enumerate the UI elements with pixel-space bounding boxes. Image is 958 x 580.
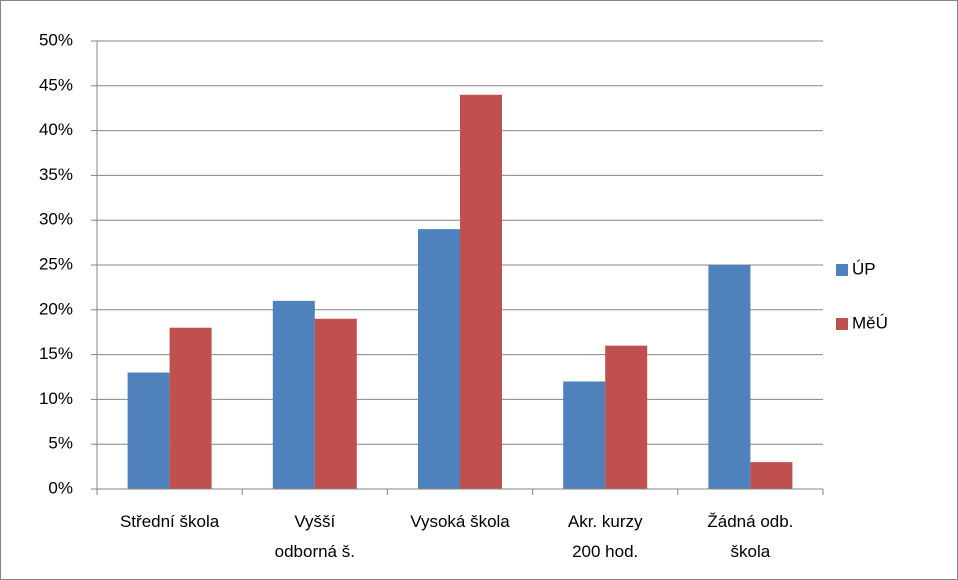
bar xyxy=(750,462,793,489)
legend-swatch xyxy=(836,264,848,276)
bar xyxy=(708,265,751,489)
bar xyxy=(272,300,315,489)
x-tick-label: Střední škola xyxy=(120,512,220,531)
y-tick-label: 25% xyxy=(39,254,73,273)
y-tick-label: 15% xyxy=(39,344,73,363)
bar xyxy=(169,327,212,489)
y-tick-label: 20% xyxy=(39,299,73,318)
y-tick-label: 40% xyxy=(39,120,73,139)
bar xyxy=(563,381,606,489)
y-tick-label: 10% xyxy=(39,389,73,408)
bar xyxy=(460,94,502,489)
y-tick-label: 0% xyxy=(48,478,73,497)
bar xyxy=(127,372,170,489)
y-tick-label: 5% xyxy=(48,434,73,453)
x-tick-label: Žádná odb. škola xyxy=(707,512,793,561)
x-tick-label: Vyšší odborná š. xyxy=(275,512,355,561)
bar xyxy=(418,229,460,489)
bar xyxy=(605,345,648,489)
y-tick-label: 50% xyxy=(39,30,73,49)
y-tick-label: 35% xyxy=(39,165,73,184)
legend-label: MěÚ xyxy=(852,313,888,332)
y-tick-label: 45% xyxy=(39,75,73,94)
legend-label: ÚP xyxy=(852,259,876,278)
legend-swatch xyxy=(836,318,848,330)
y-tick-label: 30% xyxy=(39,210,73,229)
x-tick-label: Akr. kurzy 200 hod. xyxy=(568,512,643,561)
bar xyxy=(314,318,357,489)
x-tick-label: Vysoká škola xyxy=(410,512,510,531)
